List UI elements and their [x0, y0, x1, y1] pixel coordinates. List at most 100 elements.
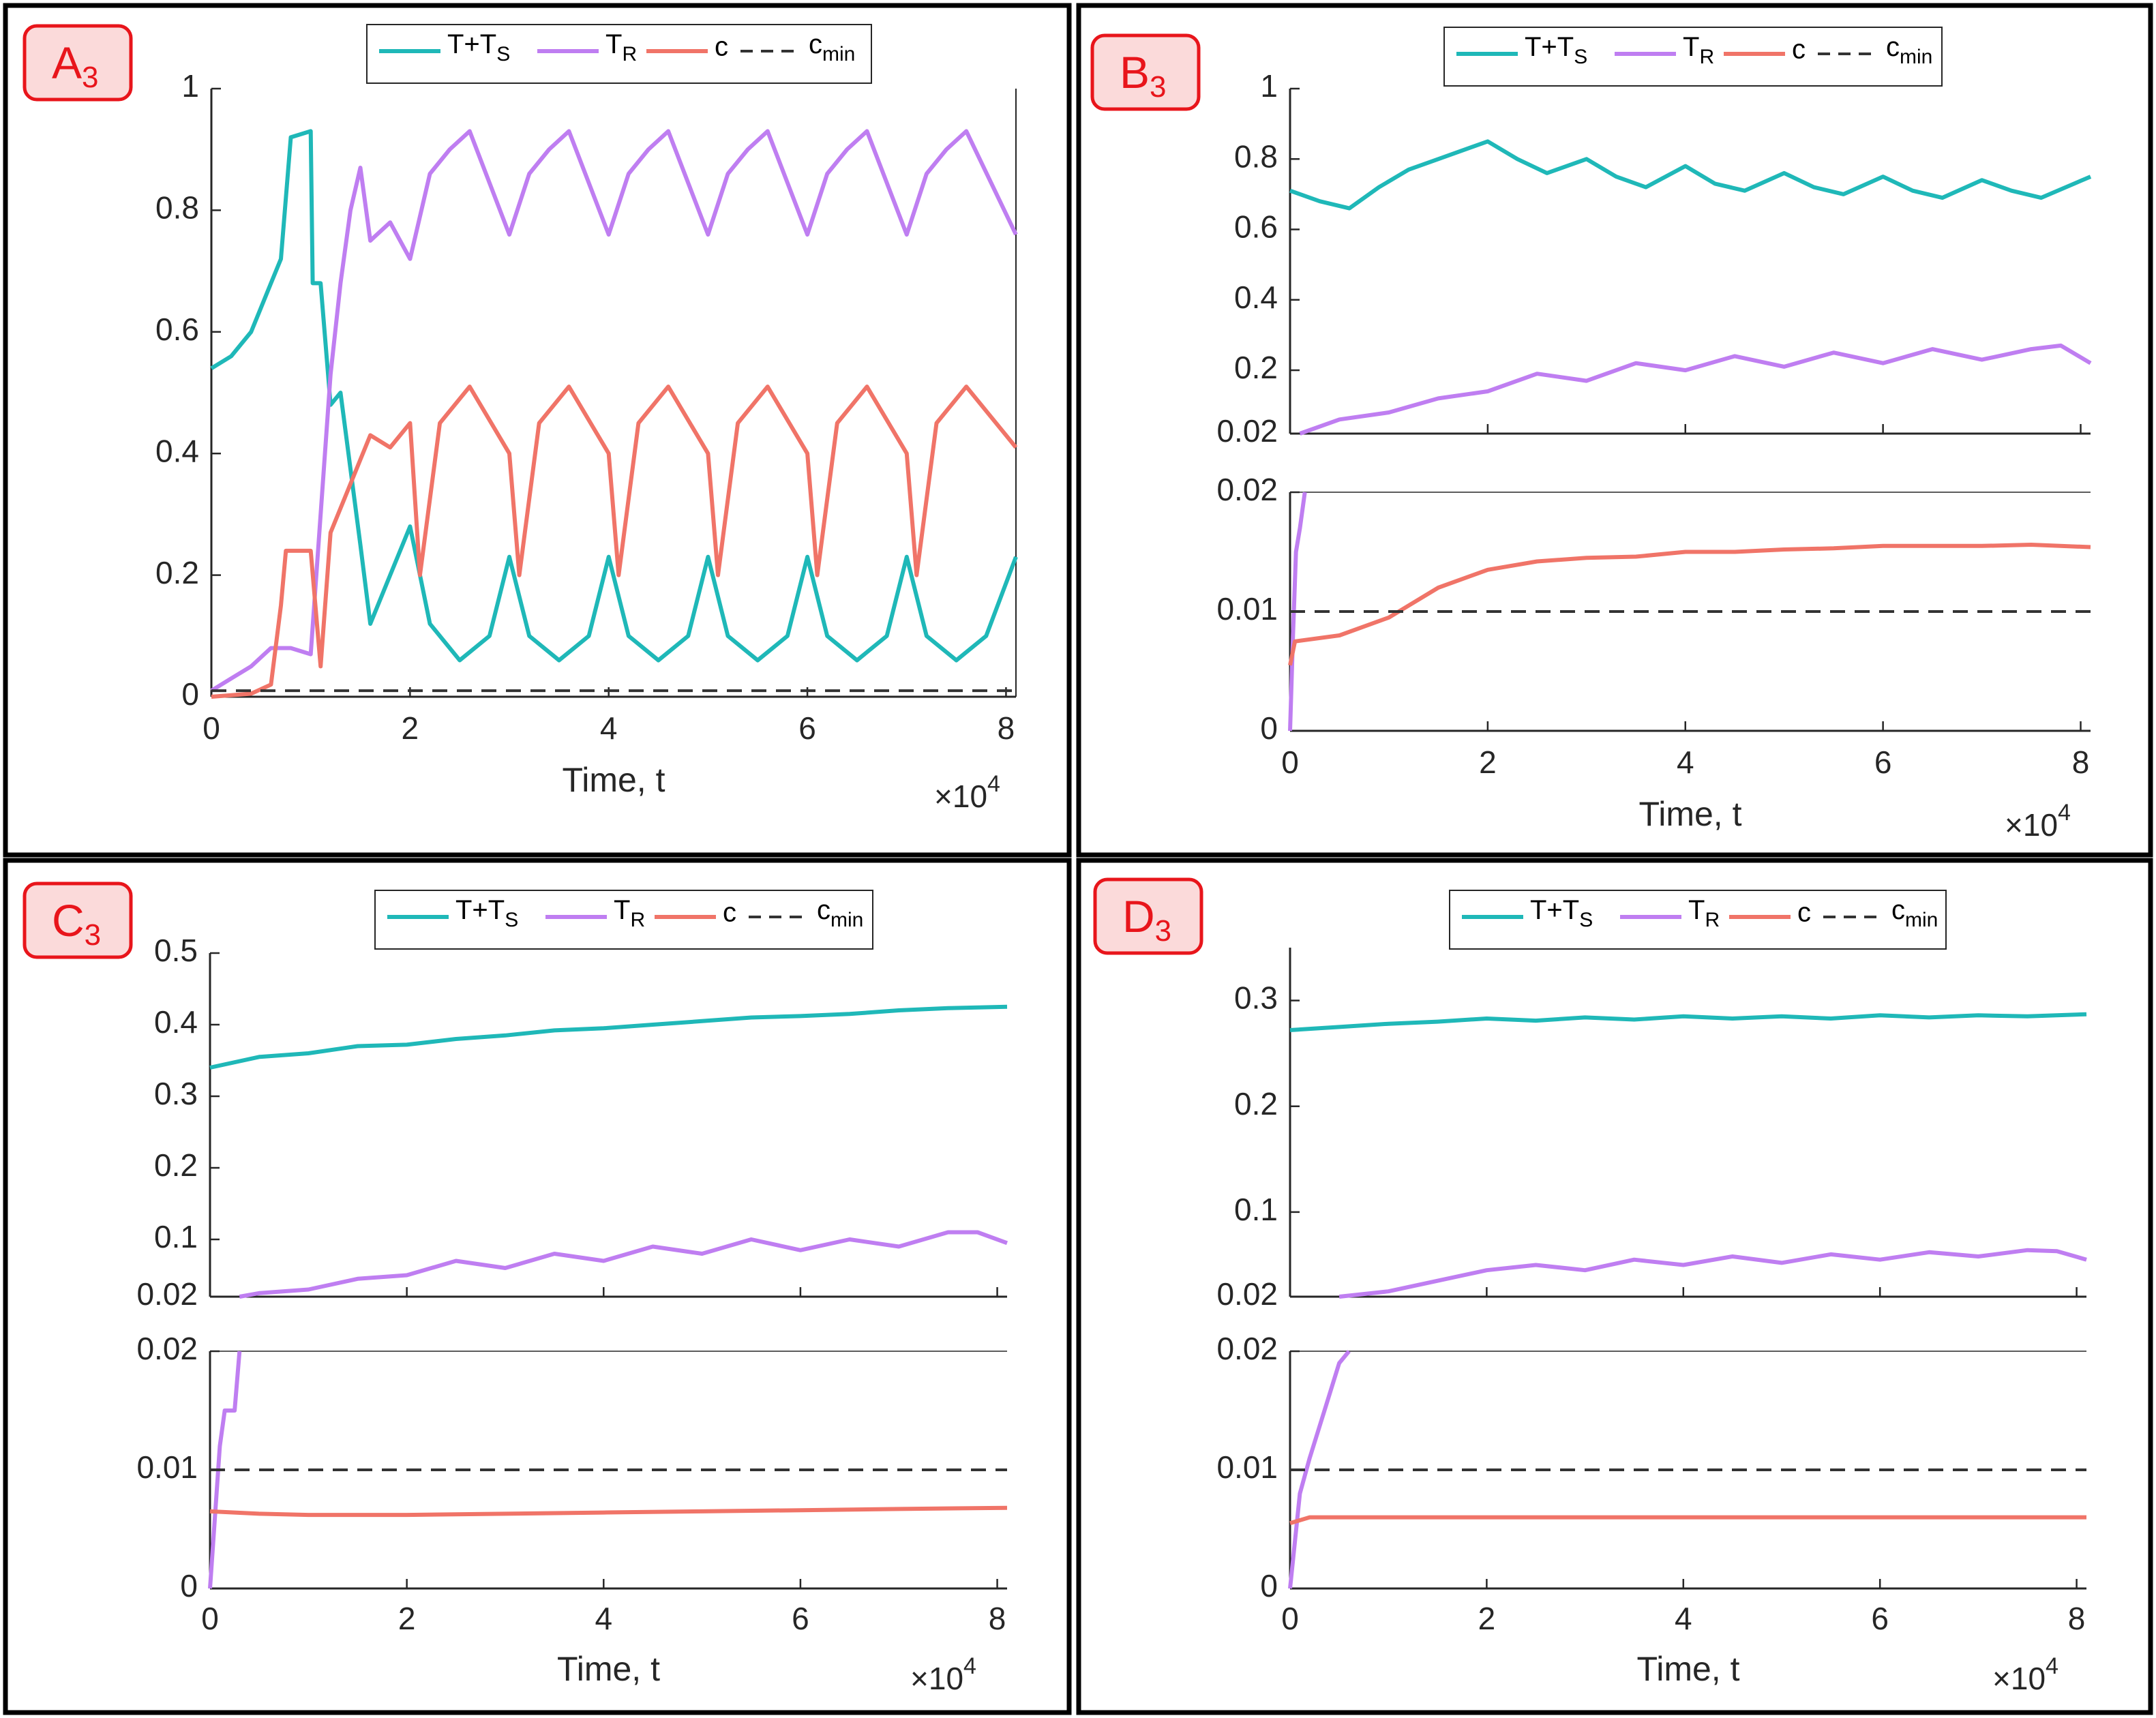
panel-badge-label: D3: [1122, 891, 1171, 947]
axes-upper: 0.02 0.1 0.2 0.3: [1216, 948, 2086, 1312]
x-multiplier-exponent: 4: [2046, 1653, 2058, 1679]
series-t-plus-ts-line: [210, 129, 1018, 663]
legend-label-tr-sub: R: [1699, 46, 1714, 68]
axes-lower: 0 0.01 0.02: [1216, 472, 2091, 746]
legend-label-cmin-main: c: [1891, 895, 1905, 925]
panel-badge-letter: A: [52, 37, 82, 88]
legend: T+TS TR c cmin: [366, 24, 872, 84]
series-tr-line: [210, 129, 1018, 693]
legend-label-tr-sub: R: [622, 43, 637, 65]
y-tick-label: 0.3: [154, 1076, 198, 1111]
panel-badge-label: A3: [52, 37, 99, 93]
x-tick-label: 0: [1281, 744, 1299, 780]
axes-upper: 0.02 0.2 0.4 0.6 0.8 1: [1216, 68, 2091, 449]
y-tick-label: 0.2: [1234, 350, 1278, 385]
legend: T+TS TR c cmin: [1449, 890, 1947, 950]
panel-badge-label: B3: [1120, 47, 1167, 103]
x-tick-label: 6: [792, 1601, 809, 1636]
y-tick-label: 0.4: [155, 433, 199, 468]
legend-label-tr-main: T: [1688, 895, 1705, 925]
legend-label-t-plus-ts-sub: S: [505, 909, 518, 931]
x-tick-label: 4: [595, 1601, 612, 1636]
panel-badge-subscript: 3: [85, 918, 101, 952]
legend-label-t-plus-ts: T+TS: [447, 29, 510, 65]
series-tr-lower-line: [1288, 492, 1307, 732]
panel-frame: [3, 858, 1072, 1715]
series-c-line: [1289, 1515, 2086, 1526]
x-multiplier-exponent: 4: [963, 1653, 976, 1679]
axes-upper: 0.02 0.1 0.2 0.3 0.4 0.5: [136, 933, 1007, 1312]
panel-badge-letter: C: [52, 895, 85, 946]
legend-label-cmin: cmin: [817, 895, 863, 931]
x-tick-label: 4: [600, 710, 618, 746]
x-tick-label: 0: [201, 1601, 219, 1636]
legend-label-tr: TR: [605, 29, 637, 65]
legend-label-tr-sub: R: [1705, 909, 1720, 931]
axes-lower: 0 0.01 0.02: [136, 1331, 1007, 1603]
x-tick-label: 6: [1874, 744, 1892, 780]
legend-label-c: c: [1797, 898, 1811, 928]
legend-label-t-plus-ts: T+TS: [455, 895, 518, 931]
legend-label-cmin-sub: min: [1900, 46, 1932, 68]
y-tick-label: 0.2: [1234, 1086, 1278, 1121]
y-tick-label: 0.1: [1234, 1192, 1278, 1227]
legend-label-t-plus-ts: T+TS: [1530, 895, 1593, 931]
y-tick-label: 0: [1260, 710, 1278, 746]
x-tick-label: 2: [1479, 744, 1497, 780]
legend-label-tr-main: T: [1683, 32, 1699, 62]
series-tr-line: [1338, 1248, 2087, 1299]
x-tick-label: 4: [1675, 1601, 1692, 1636]
x-multiplier-base: ×10: [1992, 1661, 2046, 1696]
panel-badge: A3: [23, 24, 133, 102]
series-tr-line: [239, 1230, 1008, 1299]
legend-label-cmin: cmin: [1891, 895, 1938, 931]
y-tick-label: 0.3: [1234, 980, 1278, 1016]
x-axis-label: Time, t: [557, 1650, 660, 1688]
y-tick-label: 0.01: [1216, 591, 1278, 627]
panel-badge-box: [23, 881, 133, 959]
y-tick-label: 0.4: [154, 1004, 198, 1040]
legend-label-cmin-main: c: [817, 895, 830, 925]
y-tick-label: 0.01: [136, 1449, 198, 1485]
legend-label-tr: TR: [1683, 32, 1714, 68]
y-tick-label: 0.02: [136, 1276, 198, 1312]
legend-label-t-plus-ts-sub: S: [1574, 46, 1587, 68]
y-tick-label: 0.02: [1216, 413, 1278, 449]
y-tick-label: 0.8: [1234, 138, 1278, 174]
x-tick-label: 2: [402, 710, 419, 746]
panel-frame: [1076, 3, 2153, 858]
x-multiplier-exponent: 4: [987, 771, 1000, 797]
panel-badge-label: C3: [52, 895, 101, 951]
x-axis-label: Time, t: [563, 761, 665, 799]
panel-badge-letter: D: [1122, 891, 1155, 941]
legend-label-tr: TR: [614, 895, 645, 931]
series-t-plus-ts-line: [209, 1004, 1008, 1070]
panel-badge: B3: [1090, 33, 1201, 111]
y-tick-label: 1: [1260, 68, 1278, 104]
x-tick-label: 8: [998, 710, 1015, 746]
x-tick-label: 0: [1281, 1601, 1299, 1636]
panel-badge: D3: [1093, 877, 1203, 955]
y-tick-label: 0.02: [136, 1331, 198, 1366]
panel-badge-subscript: 3: [1150, 70, 1166, 104]
legend-label-cmin-main: c: [1886, 32, 1900, 62]
series-t-plus-ts-line: [1289, 139, 2092, 211]
legend-label-cmin: cmin: [809, 29, 855, 65]
legend-label-t-plus-ts-sub: S: [1579, 909, 1593, 931]
x-multiplier-base: ×10: [910, 1661, 963, 1696]
y-tick-label: 0.2: [154, 1147, 198, 1183]
legend-label-cmin-sub: min: [1905, 909, 1938, 931]
legend-box: [1449, 890, 1947, 950]
series-c-line: [209, 1505, 1008, 1518]
y-tick-label: 0.02: [1216, 472, 1278, 507]
x-multiplier-base: ×10: [934, 779, 987, 814]
panel-badge-letter: B: [1120, 47, 1150, 97]
legend-box: [374, 890, 873, 950]
legend-box: [366, 24, 872, 84]
y-tick-label: 0.6: [155, 312, 199, 347]
panel-b: 0.02 0.2 0.4 0.6 0.8 1 0 0.01 0.02 0 2 4 6 8 Time, t ×1…: [1090, 27, 2092, 843]
y-tick-label: 0.01: [1216, 1449, 1278, 1485]
x-tick-label: 8: [2072, 744, 2090, 780]
y-tick-label: 0.5: [154, 933, 198, 968]
x-axis-label: Time, t: [1637, 1650, 1740, 1688]
